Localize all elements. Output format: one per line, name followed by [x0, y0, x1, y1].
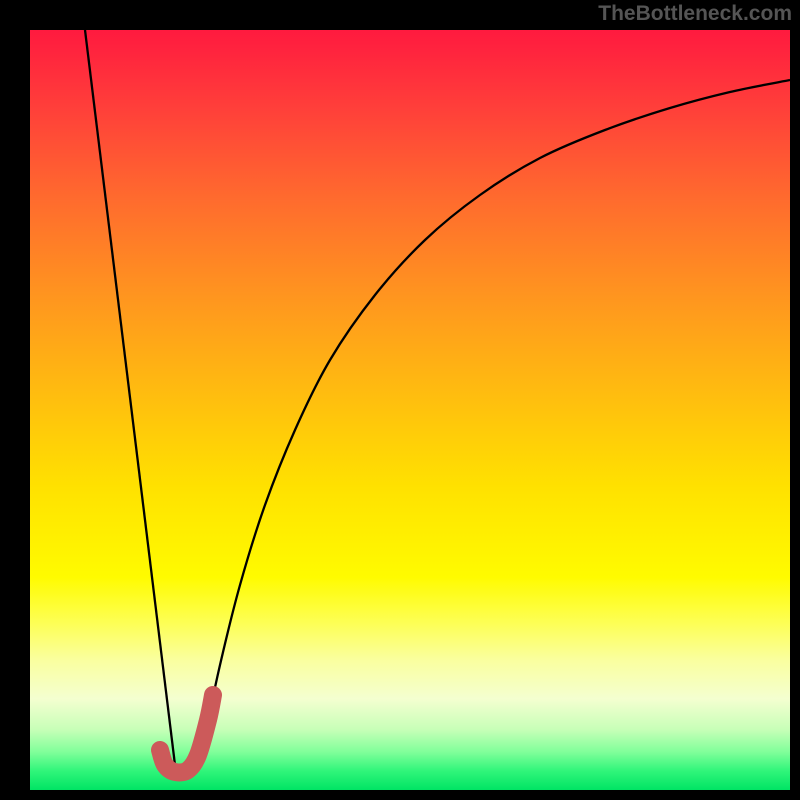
watermark-text: TheBottleneck.com — [598, 2, 792, 26]
plot-area — [30, 30, 790, 790]
gradient-background — [30, 30, 790, 790]
chart-container: TheBottleneck.com — [0, 0, 800, 800]
